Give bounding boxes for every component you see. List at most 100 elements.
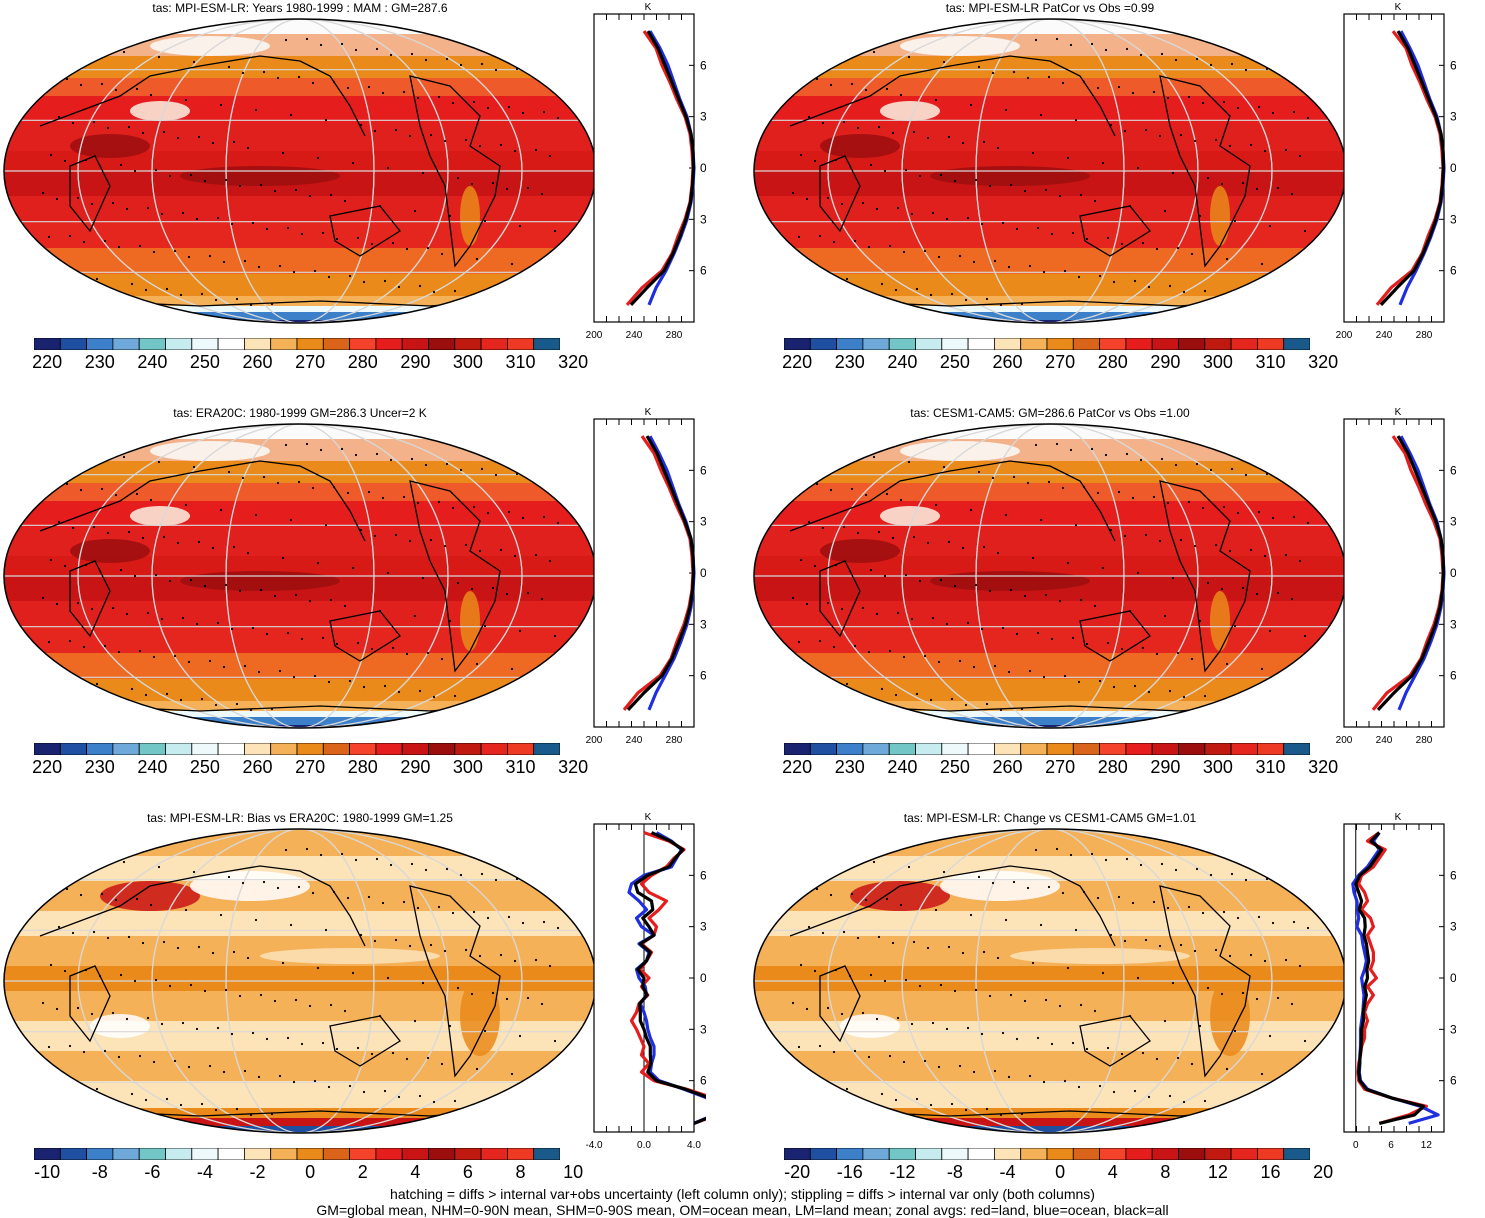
stipple-dot bbox=[842, 525, 846, 529]
stipple-dot bbox=[807, 115, 811, 119]
colorbar-swatch bbox=[533, 338, 560, 350]
colorbar-swatch bbox=[375, 1148, 403, 1160]
stipple-dot bbox=[867, 650, 871, 654]
panel-2-zonal-plot: 60N 30N 0 30S 60S K 200 240 280 bbox=[1336, 2, 1456, 341]
stipple-dot bbox=[418, 284, 422, 288]
graticule-meridian bbox=[151, 19, 449, 323]
colorbar-tick-label: 310 bbox=[505, 352, 536, 372]
zonal-x-tick-label: 240 bbox=[626, 735, 643, 746]
stipple-dot bbox=[904, 168, 908, 172]
stipple-dot bbox=[1123, 129, 1127, 133]
colorbar-tick-label: 0 bbox=[305, 1162, 316, 1182]
stipple-dot bbox=[518, 1034, 522, 1038]
zonal-line-all bbox=[1354, 831, 1426, 1125]
stipple-dot bbox=[942, 465, 946, 469]
stipple-dot bbox=[1182, 695, 1186, 699]
stipple-dot bbox=[408, 539, 412, 543]
stipple-dot bbox=[227, 65, 231, 69]
graticule-meridian bbox=[827, 829, 1273, 1133]
zonal-line-all bbox=[626, 435, 696, 711]
stipple-dot bbox=[1036, 226, 1040, 230]
stipple-dot bbox=[1255, 997, 1259, 1001]
stipple-dot bbox=[197, 945, 201, 949]
stipple-dot bbox=[1104, 48, 1108, 52]
coastline bbox=[329, 610, 401, 662]
stipple-dot bbox=[1063, 1079, 1067, 1083]
stipple-dot bbox=[1093, 199, 1097, 203]
stipple-dot bbox=[1195, 57, 1199, 61]
stipple-dot bbox=[238, 994, 242, 998]
stipple-dot bbox=[470, 182, 474, 186]
stipple-dot bbox=[1028, 1074, 1032, 1078]
stipple-dot bbox=[1144, 938, 1148, 942]
stipple-dot bbox=[1271, 921, 1275, 925]
stipple-dot bbox=[985, 297, 989, 301]
stipple-dot bbox=[834, 563, 838, 567]
colorbar-tick-label: 280 bbox=[347, 352, 378, 372]
map-blob bbox=[460, 591, 480, 651]
stipple-dot bbox=[429, 133, 433, 137]
zonal-lat-label: 0 bbox=[1450, 566, 1456, 580]
stipple-dot bbox=[1268, 1034, 1272, 1038]
stipple-dot bbox=[82, 1050, 86, 1054]
stipple-dot bbox=[1300, 882, 1304, 886]
colorbar-tick-label: 230 bbox=[84, 352, 115, 372]
map-blob bbox=[130, 101, 190, 121]
stipple-dot bbox=[1042, 1080, 1046, 1084]
stipple-dot bbox=[829, 893, 833, 897]
stipple-dot bbox=[494, 878, 498, 882]
stipple-dot bbox=[891, 536, 895, 540]
stipple-dot bbox=[149, 93, 153, 97]
zonal-lat-label: 30N bbox=[700, 110, 706, 124]
stipple-dot bbox=[1198, 1024, 1202, 1028]
stipple-dot bbox=[1058, 194, 1062, 198]
map-band bbox=[754, 34, 1346, 57]
map-band bbox=[4, 483, 596, 502]
panel-4: tas: CESM1-CAM5: GM=286.6 PatCor vs Obs … bbox=[750, 405, 1485, 790]
stipple-dot bbox=[114, 493, 118, 497]
panel-3-colorbar bbox=[34, 743, 560, 755]
stipple-dot bbox=[92, 930, 96, 934]
stipple-dot bbox=[71, 526, 75, 530]
stipple-dot bbox=[1090, 42, 1094, 46]
stipple-dot bbox=[1136, 571, 1140, 575]
stipple-dot bbox=[1036, 1036, 1040, 1040]
zonal-x-tick-label: -4.0 bbox=[586, 1140, 603, 1151]
colorbar-swatch bbox=[296, 1148, 324, 1160]
coastline bbox=[39, 460, 366, 542]
stipple-dot bbox=[106, 531, 110, 535]
stipple-dot bbox=[505, 187, 509, 191]
stipple-dot bbox=[440, 1062, 444, 1066]
stipple-dot bbox=[1249, 953, 1253, 957]
map-blob bbox=[880, 506, 940, 526]
stipple-dot bbox=[68, 639, 72, 643]
stipple-dot bbox=[402, 495, 406, 499]
stipple-dot bbox=[343, 604, 347, 608]
stipple-dot bbox=[904, 573, 908, 577]
stipple-dot bbox=[1166, 96, 1170, 100]
stipple-dot bbox=[216, 216, 220, 220]
stipple-dot bbox=[980, 627, 984, 631]
stipple-dot bbox=[294, 188, 298, 192]
stipple-dot bbox=[297, 75, 301, 79]
stipple-dot bbox=[888, 649, 892, 653]
stipple-dot bbox=[1182, 1100, 1186, 1104]
colorbar-swatch bbox=[454, 743, 482, 755]
stipple-dot bbox=[146, 1016, 150, 1020]
stipple-dot bbox=[1214, 543, 1218, 547]
stipple-dot bbox=[408, 134, 412, 138]
stipple-dot bbox=[1220, 587, 1224, 591]
stipple-dot bbox=[1284, 553, 1288, 557]
stipple-dot bbox=[534, 958, 538, 962]
stipple-dot bbox=[826, 196, 830, 200]
stipple-dot bbox=[829, 488, 833, 492]
stipple-dot bbox=[313, 1079, 317, 1083]
stipple-dot bbox=[103, 239, 107, 243]
colorbar-swatch bbox=[296, 743, 324, 755]
colorbar-tick-label: 320 bbox=[1308, 352, 1339, 372]
stipple-dot bbox=[176, 136, 180, 140]
zonal-lat-label: 30N bbox=[700, 920, 706, 934]
stipple-dot bbox=[999, 1113, 1003, 1117]
stipple-dot bbox=[367, 85, 371, 89]
stipple-dot bbox=[232, 950, 236, 954]
